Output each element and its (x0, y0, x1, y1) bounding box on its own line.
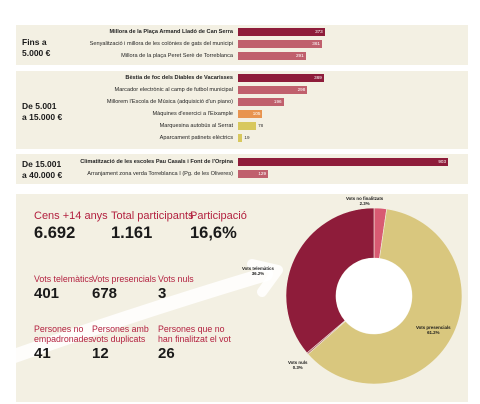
donut-hole (336, 258, 412, 334)
stat-no-empadronades: Persones no empadronades 41 (34, 324, 93, 363)
bar-value: 19 (244, 135, 250, 140)
stat-no-empadronades-label: Persones no empadronades (34, 324, 93, 344)
bar (238, 134, 243, 142)
bar (238, 28, 325, 36)
stat-telematics-value: 401 (34, 285, 60, 302)
bar-label: Bèstia de foc dels Diables de Vacarisses (125, 75, 233, 81)
stat-nuls: Vots nuls 3 (158, 274, 194, 303)
group-label-2: De 5.001 a 15.000 € (22, 101, 63, 122)
stat-cens-value: 6.692 (34, 224, 76, 242)
bar-value: 105 (252, 111, 261, 116)
bar (238, 40, 322, 48)
bar-row: Millora de la Plaça Armand Lladó de Can … (16, 27, 468, 37)
bar (238, 52, 306, 60)
stat-total-label: Total participants (111, 210, 194, 222)
group-block-1: Fins a 5.000 € Millora de la Plaça Armand… (16, 25, 468, 65)
group-block-3: De 15.001 a 40.000 € Climatització de les… (16, 154, 468, 184)
stat-presencials-value: 678 (92, 285, 118, 302)
bar-label: Millora de la plaça Peret Serè de Torreb… (121, 53, 233, 59)
stat-no-finalitzat-value: 26 (158, 345, 175, 362)
bar-row: Bèstia de foc dels Diables de Vacarisses… (16, 73, 468, 83)
stat-participacio: Participació 16,6% (190, 210, 247, 243)
stat-presencials: Vots presencials 678 (92, 274, 156, 303)
bar-label: Marquesina autobús al Serrat (159, 123, 233, 129)
stat-nuls-value: 3 (158, 285, 167, 302)
stat-nuls-label: Vots nuls (158, 274, 194, 284)
bar (238, 158, 448, 166)
bar (238, 74, 324, 82)
votes-donut-chart (286, 207, 463, 385)
bar-value: 373 (315, 29, 323, 34)
group-label-3: De 15.001 a 40.000 € (22, 159, 63, 180)
bar (238, 86, 308, 94)
donut-slice-label: Vots presencials 61.2% (416, 325, 451, 335)
stat-no-finalitzat-label: Persones que no han finalitzat el vot (158, 324, 231, 344)
stat-cens: Cens +14 anys 6.692 (34, 210, 108, 243)
bar-label: Màquines d'exercici a l'Eixample (152, 111, 233, 117)
bar-row: Senyalització i millora de les colònies … (16, 39, 468, 49)
bar (238, 122, 257, 130)
bar-value: 369 (314, 75, 322, 80)
bar-row: Climatització de les escoles Pau Casals … (16, 157, 468, 167)
bar-label: Marcador electrònic al camp de futbol mu… (114, 87, 233, 93)
stat-telematics-label: Vots telemàtics (34, 274, 94, 284)
bar-value: 903 (438, 159, 446, 164)
stat-duplicats-label: Persones amb vots duplicats (92, 324, 149, 344)
stat-total-value: 1.161 (111, 224, 153, 242)
stat-no-empadronades-value: 41 (34, 345, 51, 362)
bar-value: 291 (296, 53, 304, 58)
group-label-1: Fins a 5.000 € (22, 37, 51, 58)
bar-row: Millorem l'Escola de Música (adquisició … (16, 97, 468, 107)
bar-label: Millorem l'Escola de Música (adquisició … (106, 99, 233, 105)
stat-presencials-label: Vots presencials (92, 274, 157, 284)
bar-value: 129 (258, 171, 266, 176)
bar-label: Senyalització i millora de les colònies … (89, 41, 233, 47)
bar (238, 170, 268, 178)
stat-cens-label: Cens +14 anys (34, 210, 108, 222)
stat-no-finalitzat: Persones que no han finalitzat el vot 26 (158, 324, 240, 363)
bar (238, 110, 263, 118)
bar-value: 298 (297, 87, 306, 92)
donut-slice-label: Vots telemàtics 36.2% (242, 266, 274, 276)
stat-participacio-label: Participació (190, 210, 247, 222)
stat-duplicats-value: 12 (92, 345, 109, 362)
arrow-swoosh (16, 259, 283, 363)
bar-label: Aparcament patinets elèctrics (159, 135, 233, 141)
bar-label: Arranjament zona verda Torreblanca I (Pg… (87, 171, 233, 177)
bar-row: Marquesina autobús al Serrat 78 (16, 121, 468, 131)
stat-telematics: Vots telemàtics 401 (34, 274, 93, 303)
bar-row: Millora de la plaça Peret Serè de Torreb… (16, 51, 468, 61)
donut-slice-label: Vots no finalitzats 2.3% (346, 196, 384, 206)
bar-value: 196 (273, 99, 282, 104)
bar-row: Aparcament patinets elèctrics 19 (16, 133, 468, 143)
bar-label: Millora de la Plaça Armand Lladó de Can … (109, 29, 233, 35)
bar-value: 361 (312, 41, 320, 46)
stat-total: Total participants 1.161 (111, 210, 194, 243)
group-block-2: De 5.001 a 15.000 € Bèstia de foc dels Di… (16, 71, 468, 149)
bar (238, 98, 284, 106)
stat-duplicats: Persones amb vots duplicats 12 (92, 324, 154, 363)
bar-label: Climatització de les escoles Pau Casals … (80, 159, 233, 165)
donut-slice-label: Vots nuls 0.3% (288, 360, 308, 370)
bar-row: Marcador electrònic al camp de futbol mu… (16, 85, 468, 95)
bar-row: Arranjament zona verda Torreblanca I (Pg… (16, 169, 468, 179)
bar-row: Màquines d'exercici a l'Eixample 105 (16, 109, 468, 119)
results-panel: Cens +14 anys 6.692 Total participants 1… (16, 194, 468, 402)
bar-value: 78 (258, 123, 264, 128)
stat-participacio-value: 16,6% (190, 224, 237, 242)
